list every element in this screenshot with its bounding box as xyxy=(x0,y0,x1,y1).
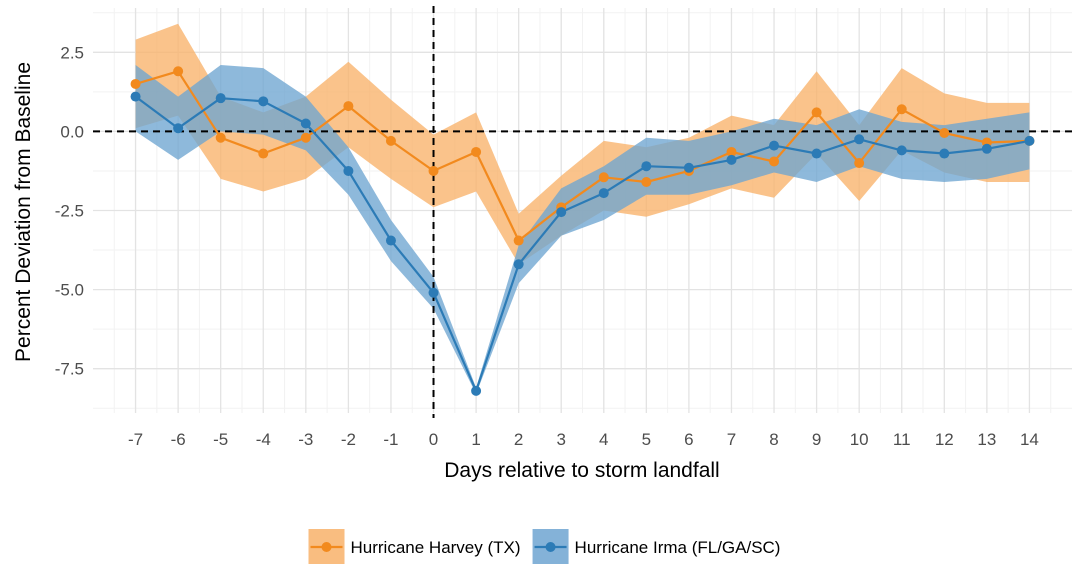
data-point-irma xyxy=(641,161,652,172)
data-point-irma xyxy=(683,162,694,173)
x-tick-label: 8 xyxy=(769,430,778,449)
x-tick-label: -2 xyxy=(341,430,356,449)
data-point-harvey xyxy=(854,158,865,169)
x-tick-label: 12 xyxy=(935,430,954,449)
data-point-irma xyxy=(343,165,354,176)
data-point-irma xyxy=(385,235,396,246)
x-tick-label: -3 xyxy=(298,430,313,449)
data-point-irma xyxy=(130,91,141,102)
x-tick-label: -1 xyxy=(383,430,398,449)
y-tick-label: -2.5 xyxy=(55,202,84,221)
data-point-irma xyxy=(513,259,524,270)
data-point-harvey xyxy=(215,132,226,143)
data-point-irma xyxy=(939,148,950,159)
legend-label-harvey: Hurricane Harvey (TX) xyxy=(351,538,521,557)
x-tick-label: 9 xyxy=(812,430,821,449)
data-point-harvey xyxy=(471,146,482,157)
data-point-irma xyxy=(215,93,226,104)
series-line-irma xyxy=(134,95,1030,392)
data-point-harvey xyxy=(726,146,737,157)
y-tick-label: 0.0 xyxy=(60,122,84,141)
data-point-irma xyxy=(981,143,992,154)
legend-label-irma: Hurricane Irma (FL/GA/SC) xyxy=(575,538,781,557)
data-point-harvey xyxy=(598,172,609,183)
x-tick-label: 4 xyxy=(599,430,608,449)
y-tick-label: -7.5 xyxy=(55,360,84,379)
data-point-harvey xyxy=(385,135,396,146)
legend-key-point-irma xyxy=(545,542,556,552)
x-tick-label: 14 xyxy=(1020,430,1039,449)
data-point-harvey xyxy=(173,66,184,77)
y-tick-label: 2.5 xyxy=(60,43,84,62)
x-tick-label: 10 xyxy=(850,430,869,449)
data-point-irma xyxy=(854,134,865,145)
data-point-irma xyxy=(300,118,311,129)
legend: Hurricane Harvey (TX) Hurricane Irma (FL/… xyxy=(308,529,781,564)
y-tick-label: -5.0 xyxy=(55,281,84,300)
x-tick-label: 2 xyxy=(514,430,523,449)
data-point-irma xyxy=(1024,135,1035,146)
x-axis-tick-labels: -7 -6 -5 -4 -3 -2 -1 0 1 2 3 4 5 6 7 8 9 10 11 12 13 14 xyxy=(128,430,1039,449)
confidence-band-irma xyxy=(135,65,1030,394)
data-point-harvey xyxy=(300,132,311,143)
data-point-harvey xyxy=(258,148,269,159)
data-point-irma xyxy=(471,385,482,396)
x-tick-label: 6 xyxy=(684,430,693,449)
x-tick-label: -5 xyxy=(213,430,228,449)
data-point-irma xyxy=(428,287,439,298)
x-tick-label: 0 xyxy=(429,430,438,449)
data-point-irma xyxy=(598,188,609,199)
series-line-harvey xyxy=(135,70,1030,242)
x-tick-label: 5 xyxy=(642,430,651,449)
series-lines xyxy=(134,70,1030,392)
data-point-harvey xyxy=(343,101,354,112)
data-point-harvey xyxy=(513,235,524,246)
x-tick-label: 3 xyxy=(556,430,565,449)
data-point-irma xyxy=(811,148,822,159)
x-axis-title: Days relative to storm landfall xyxy=(444,459,719,482)
data-point-harvey xyxy=(896,104,907,115)
data-point-harvey xyxy=(811,107,822,118)
x-tick-label: -4 xyxy=(256,430,271,449)
data-point-irma xyxy=(769,140,780,151)
data-point-irma xyxy=(556,207,567,218)
data-point-irma xyxy=(726,154,737,165)
data-point-harvey xyxy=(130,78,141,89)
series-points xyxy=(130,66,1035,396)
data-point-harvey xyxy=(428,165,439,176)
reference-lines xyxy=(93,6,1072,418)
y-axis-title: Percent Deviation from Baseline xyxy=(12,62,35,362)
x-tick-label: 13 xyxy=(977,430,996,449)
data-point-harvey xyxy=(769,156,780,167)
x-tick-label: 7 xyxy=(727,430,736,449)
data-point-irma xyxy=(173,123,184,134)
confidence-bands xyxy=(135,23,1030,394)
data-point-harvey xyxy=(939,127,950,138)
x-tick-label: 11 xyxy=(893,430,911,449)
data-point-irma xyxy=(258,96,269,107)
confidence-band-harvey xyxy=(135,23,1030,265)
x-tick-label: 1 xyxy=(471,430,480,449)
data-point-irma xyxy=(896,145,907,156)
x-tick-label: -6 xyxy=(171,430,186,449)
data-point-harvey xyxy=(641,177,652,188)
legend-key-point-harvey xyxy=(321,542,332,552)
y-axis-tick-labels: 2.5 0.0 -2.5 -5.0 -7.5 xyxy=(55,43,84,378)
x-tick-label: -7 xyxy=(128,430,143,449)
